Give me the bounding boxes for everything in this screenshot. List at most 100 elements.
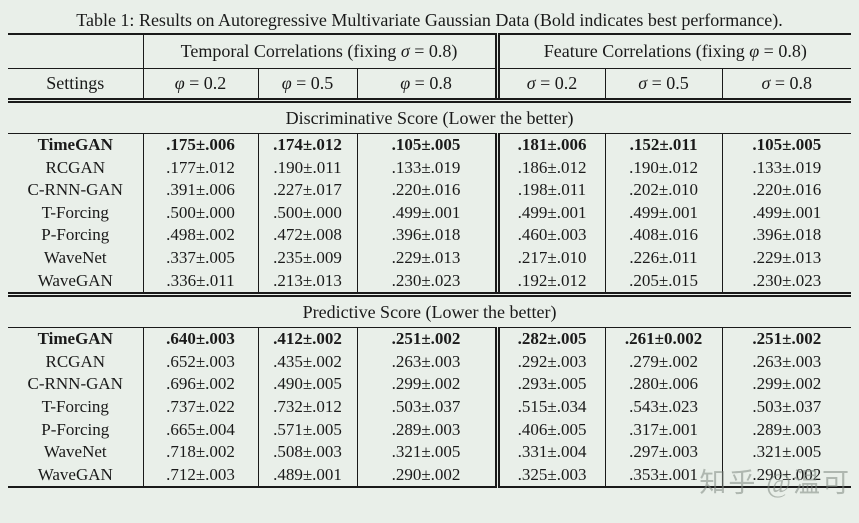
- column-header-sigma-05: σ = 0.5: [604, 68, 723, 103]
- value-cell: .571±.005: [257, 418, 357, 442]
- value-cell: .261±0.002: [604, 327, 723, 351]
- column-header-phi-05: φ = 0.5: [257, 68, 357, 103]
- value-cell: .499±.001: [494, 201, 606, 225]
- sigma-symbol: σ: [526, 73, 536, 93]
- value-cell: .198±.011: [494, 179, 606, 202]
- value-cell: .406±.005: [494, 418, 606, 442]
- value-cell: .737±.022: [142, 395, 258, 419]
- column-header-value: = 0.8: [410, 73, 452, 93]
- table-row: T-Forcing .737±.022.732±.012.503±.037.515…: [8, 395, 852, 419]
- column-header-value: = 0.2: [184, 73, 227, 93]
- value-cell: .665±.004: [142, 418, 258, 442]
- value-cell: .499±.001: [604, 201, 723, 225]
- value-cell: .718±.002: [142, 441, 258, 464]
- value-cell: .499±.001: [721, 201, 852, 225]
- value-cell: .408±.016: [604, 224, 723, 247]
- method-cell: RCGAN: [45, 351, 105, 371]
- method-cell: P-Forcing: [41, 419, 110, 439]
- column-header-value: = 0.5: [291, 73, 334, 93]
- value-cell: .230±.023: [356, 269, 498, 298]
- sigma-symbol: σ: [761, 73, 771, 93]
- group-header-empty: [8, 34, 143, 69]
- value-cell: .263±.003: [356, 350, 498, 374]
- value-cell: .489±.001: [257, 463, 357, 488]
- table-body: Discriminative Score (Lower the better) T…: [8, 100, 852, 488]
- value-cell: .500±.000: [257, 201, 357, 225]
- table-row: C-RNN-GAN .391±.006.227±.017.220±.016.198…: [8, 179, 852, 202]
- value-cell: .490±.005: [257, 373, 357, 396]
- column-header-value: = 0.8: [770, 73, 813, 93]
- value-cell: .732±.012: [257, 395, 357, 419]
- value-cell: .220±.016: [721, 179, 852, 202]
- table-row: WaveGAN .336±.011.213±.013.230±.023.192±.…: [8, 269, 852, 298]
- value-cell: .299±.002: [356, 373, 498, 396]
- value-cell: .229±.013: [721, 246, 852, 270]
- value-cell: .105±.005: [721, 133, 852, 157]
- value-cell: .317±.001: [604, 418, 723, 442]
- value-cell: .696±.002: [142, 373, 258, 396]
- method-cell: WaveGAN: [8, 269, 143, 298]
- group-header-row: Temporal Correlations (fixing σ = 0.8) F…: [8, 34, 852, 69]
- value-cell: .226±.011: [604, 246, 723, 270]
- value-cell: .299±.002: [721, 373, 852, 396]
- value-cell: .472±.008: [257, 224, 357, 247]
- column-header-sigma-08: σ = 0.8: [721, 68, 852, 103]
- value-cell: .220±.016: [356, 179, 498, 202]
- column-header-sigma-02: σ = 0.2: [494, 68, 606, 103]
- value-cell: .235±.009: [257, 246, 357, 270]
- value-cell: .325±.003: [494, 463, 606, 488]
- sigma-symbol: σ: [638, 73, 648, 93]
- value-cell: .202±.010: [604, 179, 723, 202]
- group-header-temporal-text: Temporal Correlations (fixing: [180, 41, 401, 61]
- section-band: Predictive Score (Lower the better): [8, 294, 852, 329]
- value-cell: .396±.018: [356, 224, 498, 247]
- value-cell: .321±.005: [721, 441, 852, 464]
- value-cell: .498±.002: [142, 224, 258, 247]
- value-cell: .289±.003: [721, 418, 852, 442]
- value-cell: .515±.034: [494, 395, 606, 419]
- value-cell: .543±.023: [604, 395, 723, 419]
- column-header-phi-08: φ = 0.8: [356, 68, 498, 103]
- section-band-row: Discriminative Score (Lower the better): [8, 100, 852, 134]
- group-header-temporal: Temporal Correlations (fixing σ = 0.8): [142, 34, 498, 69]
- group-header-temporal-suffix: = 0.8): [409, 41, 458, 61]
- method-cell: WaveGAN: [37, 464, 113, 484]
- value-cell: .213±.013: [257, 269, 357, 298]
- table-row: P-Forcing .498±.002.472±.008.396±.018.460…: [8, 224, 852, 247]
- value-cell: .293±.005: [494, 373, 606, 396]
- value-cell: .190±.012: [604, 156, 723, 180]
- value-cell: .503±.037: [356, 395, 498, 419]
- method-cell: T-Forcing: [41, 202, 109, 222]
- method-cell: WaveNet: [43, 442, 107, 462]
- value-cell: .337±.005: [142, 246, 258, 270]
- value-cell: .133±.019: [356, 156, 498, 180]
- value-cell: .508±.003: [257, 441, 357, 464]
- value-cell: .177±.012: [142, 156, 258, 180]
- section-band-row: Predictive Score (Lower the better): [8, 294, 852, 329]
- table-row: T-Forcing .500±.000.500±.000.499±.001.499…: [8, 201, 852, 225]
- column-header-row: Settings φ = 0.2 φ = 0.5 φ = 0.8 σ = 0.2…: [8, 68, 852, 103]
- value-cell: .190±.011: [257, 156, 357, 180]
- value-cell: .289±.003: [356, 418, 498, 442]
- method-cell: C-RNN-GAN: [27, 180, 123, 200]
- value-cell: .500±.000: [142, 201, 258, 225]
- phi-symbol: φ: [281, 73, 292, 93]
- table-row: WaveNet .718±.002.508±.003.321±.005.331±.…: [8, 441, 852, 464]
- value-cell: .186±.012: [494, 156, 606, 180]
- value-cell: .229±.013: [356, 246, 498, 270]
- value-cell: .279±.002: [604, 350, 723, 374]
- value-cell: .263±.003: [721, 350, 852, 374]
- value-cell: .290±.002: [356, 463, 498, 488]
- group-header-feature: Feature Correlations (fixing φ = 0.8): [494, 34, 852, 69]
- value-cell: .251±.002: [356, 327, 498, 351]
- phi-symbol: φ: [400, 73, 411, 93]
- value-cell: .652±.003: [142, 350, 258, 374]
- value-cell: .251±.002: [721, 327, 852, 351]
- value-cell: .396±.018: [721, 224, 852, 247]
- table-row: WaveGAN .712±.003.489±.001.290±.002.325±.…: [8, 463, 852, 488]
- table-row: RCGAN .652±.003.435±.002.263±.003.292±.00…: [8, 350, 852, 374]
- value-cell: .174±.012: [257, 133, 357, 157]
- value-cell: .230±.023: [721, 269, 852, 298]
- table-row: WaveNet .337±.005.235±.009.229±.013.217±.…: [8, 246, 852, 270]
- method-cell: RCGAN: [45, 157, 105, 177]
